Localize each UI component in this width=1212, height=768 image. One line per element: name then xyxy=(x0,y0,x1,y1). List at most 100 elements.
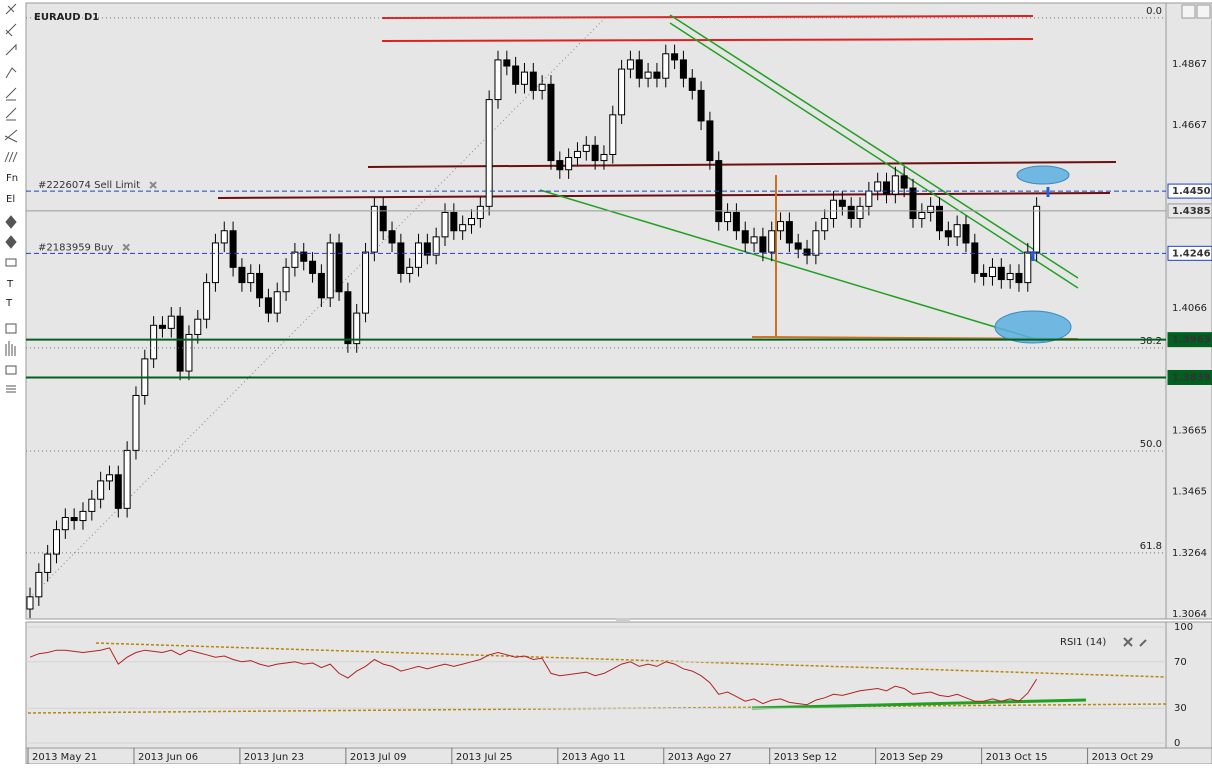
fib-label: 38.2 xyxy=(1140,336,1162,347)
candle-body xyxy=(494,59,502,101)
candle-body xyxy=(194,318,202,335)
candle-body xyxy=(529,71,537,91)
tool-label[interactable]: El xyxy=(6,194,15,205)
order-label[interactable]: #2226074 Sell Limit xyxy=(38,180,140,191)
tool-icon[interactable] xyxy=(5,107,17,121)
candle-body xyxy=(432,236,440,256)
candle-body xyxy=(988,266,996,278)
trendline xyxy=(669,14,1079,279)
tool-icon[interactable] xyxy=(5,3,17,15)
candle-body xyxy=(953,224,961,238)
price-tag-label: 1.4246 xyxy=(1172,248,1211,259)
candle-body xyxy=(520,71,528,85)
candle-body xyxy=(379,205,387,232)
candle-body xyxy=(70,517,78,522)
tool-icon[interactable] xyxy=(5,323,17,334)
candle-body xyxy=(185,333,193,372)
tool-label[interactable]: T xyxy=(5,298,13,309)
candle-body xyxy=(891,175,899,195)
price-panel xyxy=(25,2,1167,620)
candle-body xyxy=(220,230,228,244)
candle-body xyxy=(732,211,740,232)
candle-body xyxy=(565,157,573,171)
tool-icon[interactable] xyxy=(5,23,17,37)
price-tag-label: 1.4385 xyxy=(1172,206,1211,217)
order-label[interactable]: #2183959 Buy xyxy=(38,242,113,253)
order-close[interactable] xyxy=(122,243,130,252)
tool-icon[interactable] xyxy=(5,235,17,249)
candle-body xyxy=(415,242,423,268)
rsi-trendline xyxy=(95,642,1167,678)
tool-label[interactable]: T xyxy=(6,279,14,290)
candle-body xyxy=(538,83,546,91)
price-tag-label: 1.3963 xyxy=(1172,335,1211,346)
candle-body xyxy=(962,224,970,244)
tool-icon[interactable] xyxy=(5,67,17,79)
candle-body xyxy=(874,181,882,192)
tool-icon[interactable] xyxy=(5,215,17,229)
candle-body xyxy=(476,205,484,220)
y-tick-label: 1.3264 xyxy=(1172,548,1207,559)
candle-body xyxy=(238,266,246,284)
candle-body xyxy=(291,251,299,268)
toolbar xyxy=(4,3,18,393)
x-tick-label: 2013 Jul 09 xyxy=(350,752,407,763)
candle-body xyxy=(1024,251,1032,284)
highlight-ellipse xyxy=(994,310,1072,344)
tool-icon[interactable] xyxy=(5,365,17,375)
price-tag xyxy=(1167,369,1212,385)
tool-icon[interactable] xyxy=(4,151,18,163)
window-button[interactable] xyxy=(1181,4,1196,19)
rsi-label: RSI1 (14) xyxy=(1060,637,1106,648)
trendline xyxy=(669,22,1079,289)
x-tick-label: 2013 Ago 27 xyxy=(668,752,732,763)
highlight-ellipse xyxy=(1016,165,1070,185)
candle-body xyxy=(485,99,493,207)
window-button[interactable] xyxy=(1196,4,1211,19)
panel-splitter[interactable] xyxy=(616,618,630,622)
x-tick-label: 2013 Oct 29 xyxy=(1092,752,1154,763)
candle-body xyxy=(635,59,643,79)
candle-body xyxy=(662,53,670,79)
candle-body xyxy=(105,474,113,482)
trendline xyxy=(539,189,1046,343)
candle-body xyxy=(282,266,290,293)
candle-body xyxy=(556,160,564,171)
tool-label[interactable]: Fn xyxy=(6,173,18,184)
candle-body xyxy=(626,59,634,70)
tool-icon[interactable] xyxy=(4,129,18,143)
candle-body xyxy=(97,480,105,500)
candle-body xyxy=(158,324,166,329)
candle-body xyxy=(803,248,811,256)
rsi-tick-label: 30 xyxy=(1174,703,1187,714)
price-tag xyxy=(1167,183,1212,199)
candle-body xyxy=(741,230,749,244)
rsi-panel xyxy=(25,621,1167,749)
candle-body xyxy=(883,181,891,195)
order-close[interactable] xyxy=(149,181,157,189)
candle-body xyxy=(856,205,864,220)
tool-icon[interactable] xyxy=(5,258,17,267)
candle-body xyxy=(388,230,396,244)
candle-body xyxy=(944,230,952,238)
candle-body xyxy=(406,266,414,274)
tool-icon[interactable] xyxy=(5,43,17,56)
tool-icon[interactable] xyxy=(6,385,16,393)
tool-icon[interactable] xyxy=(5,87,17,101)
rsi-line xyxy=(29,647,1038,706)
candle-body xyxy=(512,65,520,85)
fib-label: 0.0 xyxy=(1146,6,1162,17)
tool-icon[interactable] xyxy=(5,341,16,356)
candle-body xyxy=(838,199,846,207)
rsi-axis xyxy=(1165,621,1212,749)
y-tick-label: 1.3465 xyxy=(1172,487,1207,498)
candle-body xyxy=(264,297,272,314)
candle-body xyxy=(273,291,281,314)
indicator-buttons[interactable] xyxy=(1123,637,1147,647)
candle-body xyxy=(909,187,917,220)
rsi-trendline xyxy=(751,698,1087,710)
candle-body xyxy=(768,230,776,253)
rsi-tick-label: 0 xyxy=(1174,738,1180,749)
y-tick-label: 1.4066 xyxy=(1172,303,1207,314)
